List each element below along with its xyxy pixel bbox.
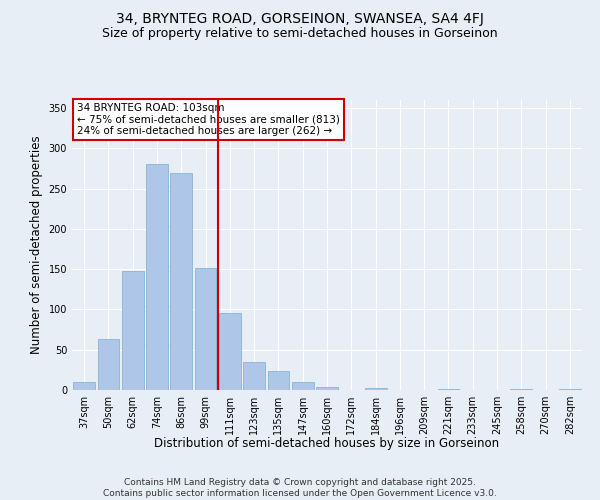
Bar: [219, 314, 241, 390]
Bar: [146, 164, 168, 390]
Bar: [365, 388, 386, 390]
Bar: [292, 382, 314, 390]
Y-axis label: Number of semi-detached properties: Number of semi-detached properties: [30, 136, 43, 354]
Bar: [559, 389, 581, 390]
Bar: [194, 268, 217, 390]
X-axis label: Distribution of semi-detached houses by size in Gorseinon: Distribution of semi-detached houses by …: [154, 437, 500, 450]
Bar: [122, 271, 143, 390]
Text: 34 BRYNTEG ROAD: 103sqm
← 75% of semi-detached houses are smaller (813)
24% of s: 34 BRYNTEG ROAD: 103sqm ← 75% of semi-de…: [77, 103, 340, 136]
Bar: [268, 370, 289, 390]
Bar: [243, 362, 265, 390]
Bar: [316, 387, 338, 390]
Text: Size of property relative to semi-detached houses in Gorseinon: Size of property relative to semi-detach…: [102, 28, 498, 40]
Bar: [97, 339, 119, 390]
Text: 34, BRYNTEG ROAD, GORSEINON, SWANSEA, SA4 4FJ: 34, BRYNTEG ROAD, GORSEINON, SWANSEA, SA…: [116, 12, 484, 26]
Bar: [511, 389, 532, 390]
Bar: [437, 389, 460, 390]
Bar: [170, 172, 192, 390]
Text: Contains HM Land Registry data © Crown copyright and database right 2025.
Contai: Contains HM Land Registry data © Crown c…: [103, 478, 497, 498]
Bar: [73, 382, 95, 390]
